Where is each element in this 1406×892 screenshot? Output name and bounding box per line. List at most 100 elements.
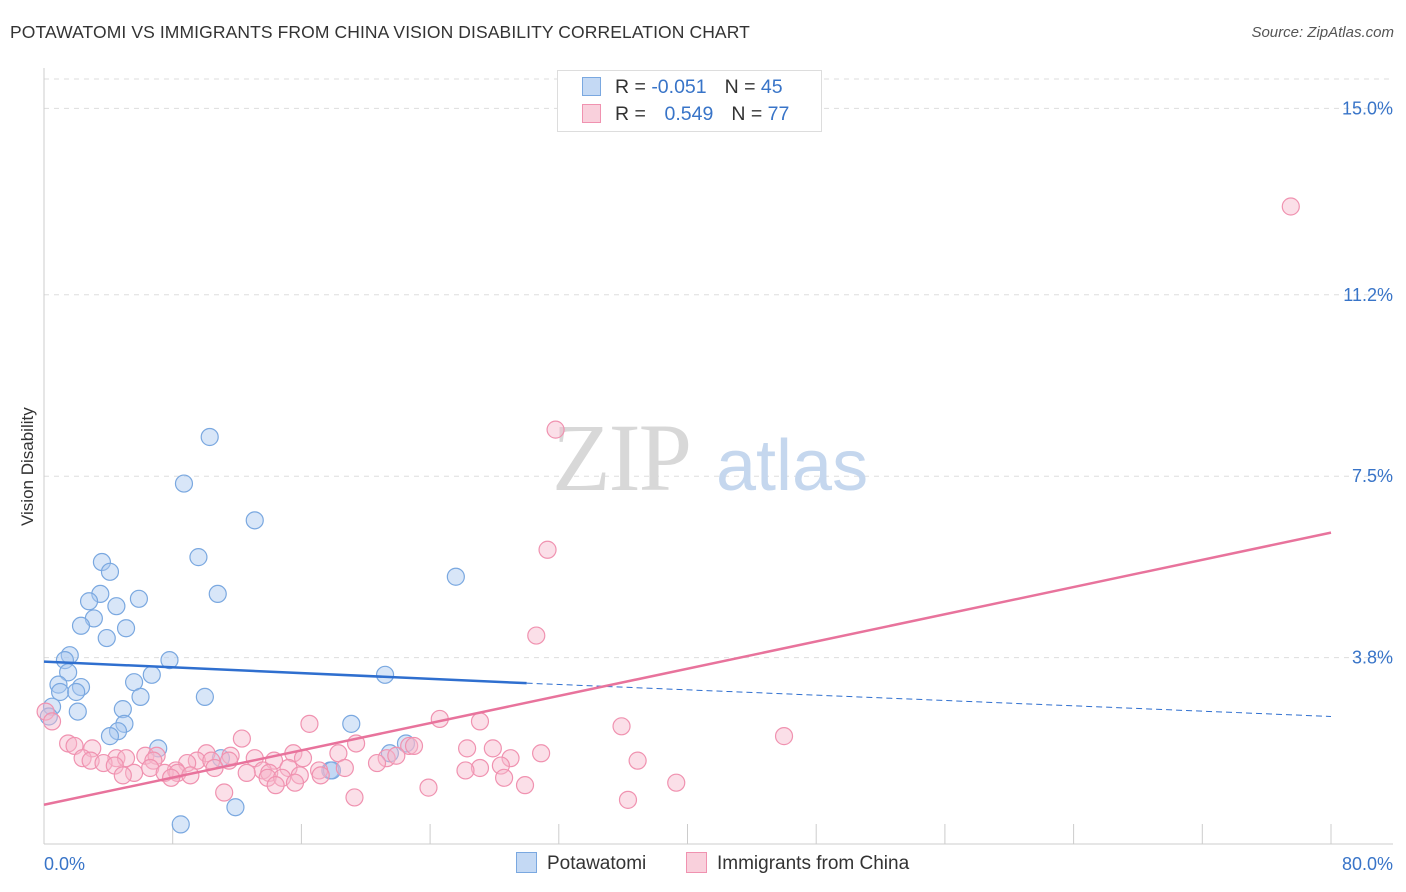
potawatomi-point	[142, 665, 161, 684]
y-tick-label: 3.8%	[1352, 648, 1393, 668]
china-point	[113, 766, 132, 785]
china-point	[94, 753, 113, 773]
potawatomi-point	[160, 651, 179, 670]
legend-row-china: R = 0.549 N = 77	[582, 103, 789, 127]
china-point	[42, 712, 62, 731]
trend-layer	[43, 531, 1332, 806]
potawatomi-point	[50, 682, 70, 702]
china-point	[387, 746, 406, 765]
china-point	[495, 768, 514, 787]
legend-n-value: 45	[760, 76, 783, 98]
potawatomi-point	[174, 474, 194, 493]
legend-r-label: R =	[615, 76, 652, 98]
potawatomi-point	[375, 665, 395, 684]
potawatomi-trend-extension	[526, 682, 1332, 717]
bottom-legend-swatch-pink	[686, 852, 707, 873]
potawatomi-trend-line	[43, 660, 527, 685]
chart-title: POTAWATOMI VS IMMIGRANTS FROM CHINA VISI…	[10, 22, 750, 42]
potawatomi-point	[129, 589, 149, 608]
points-layer	[36, 197, 1300, 834]
potawatomi-point	[79, 592, 99, 611]
potawatomi-point	[49, 675, 68, 694]
potawatomi-point	[107, 597, 126, 616]
china-point	[628, 751, 647, 770]
potawatomi-point	[446, 567, 465, 586]
x-tick-label: 0.0%	[44, 854, 85, 874]
china-point	[124, 763, 144, 782]
china-point	[527, 626, 546, 645]
bottom-legend-label: Potawatomi	[547, 853, 647, 874]
legend-n-label: N =	[724, 76, 761, 98]
watermark-atlas: atlas	[716, 426, 868, 506]
potawatomi-point	[68, 702, 87, 721]
china-point	[300, 714, 319, 733]
potawatomi-point	[131, 687, 150, 706]
legend-row-potawatomi: R = -0.051 N = 45	[582, 76, 783, 100]
china-point	[470, 758, 490, 778]
potawatomi-point	[171, 815, 190, 834]
china-point	[501, 749, 520, 768]
legend-n-value: 77	[767, 103, 790, 125]
axis-layer	[43, 68, 1393, 845]
source-label: Source: ZipAtlas.com	[1251, 24, 1394, 41]
potawatomi-point	[245, 511, 264, 530]
china-point	[1281, 197, 1300, 216]
china-point	[285, 773, 305, 792]
china-point	[367, 753, 387, 773]
china-point	[532, 744, 551, 763]
china-point	[470, 712, 490, 731]
y-tick-label: 15.0%	[1342, 98, 1393, 118]
potawatomi-point	[67, 682, 86, 702]
potawatomi-point	[342, 714, 361, 733]
label-layer: 3.8% 7.5% 11.2% 15.0% 0.0% 80.0%	[44, 98, 1393, 874]
legend-r-value: 0.549	[664, 103, 714, 125]
legend-n-label: N =	[731, 103, 768, 125]
china-point	[774, 727, 794, 746]
x-tick-label: 80.0%	[1342, 854, 1393, 874]
legend-swatch-pink	[582, 104, 601, 123]
china-point	[483, 739, 502, 758]
grid-layer	[44, 78, 1393, 659]
bottom-legend-swatch-blue	[516, 852, 537, 873]
china-point	[116, 749, 136, 768]
china-point	[667, 773, 686, 792]
potawatomi-point	[91, 584, 110, 604]
china-point	[237, 763, 256, 782]
potawatomi-point	[115, 714, 134, 733]
china-point	[266, 776, 285, 795]
china-point	[345, 788, 364, 807]
legend-r-label: R =	[615, 103, 652, 125]
china-point	[538, 540, 557, 559]
china-point	[215, 783, 234, 802]
china-point	[400, 736, 419, 756]
bottom-legend-label: Immigrants from China	[717, 853, 910, 874]
potawatomi-point	[195, 687, 214, 706]
y-axis-title: Vision Disability	[18, 407, 37, 526]
legend-swatch-blue	[582, 77, 601, 96]
china-point	[456, 761, 475, 780]
y-tick-label: 11.2%	[1343, 285, 1393, 305]
china-point	[36, 702, 55, 721]
china-trend-line	[43, 531, 1332, 806]
china-point	[404, 736, 424, 756]
china-point	[311, 766, 330, 785]
legend-r-value: -0.051	[651, 76, 707, 98]
potawatomi-point	[97, 628, 116, 648]
china-point	[419, 778, 438, 797]
china-point	[232, 729, 251, 748]
china-point	[458, 739, 477, 758]
china-point	[618, 790, 638, 809]
china-point	[546, 420, 565, 439]
potawatomi-point	[100, 562, 120, 581]
potawatomi-point	[39, 707, 58, 726]
bottom-legend-china: Immigrants from China	[686, 852, 909, 875]
potawatomi-point	[71, 616, 91, 635]
potawatomi-point	[113, 700, 132, 719]
potawatomi-point	[226, 798, 245, 817]
correlation-legend: R = -0.051 N = 45 R = 0.549 N = 77	[557, 70, 822, 132]
potawatomi-point	[200, 427, 219, 447]
china-point	[612, 717, 631, 736]
watermark-zip: ZIP	[552, 404, 690, 511]
china-point	[335, 758, 354, 778]
